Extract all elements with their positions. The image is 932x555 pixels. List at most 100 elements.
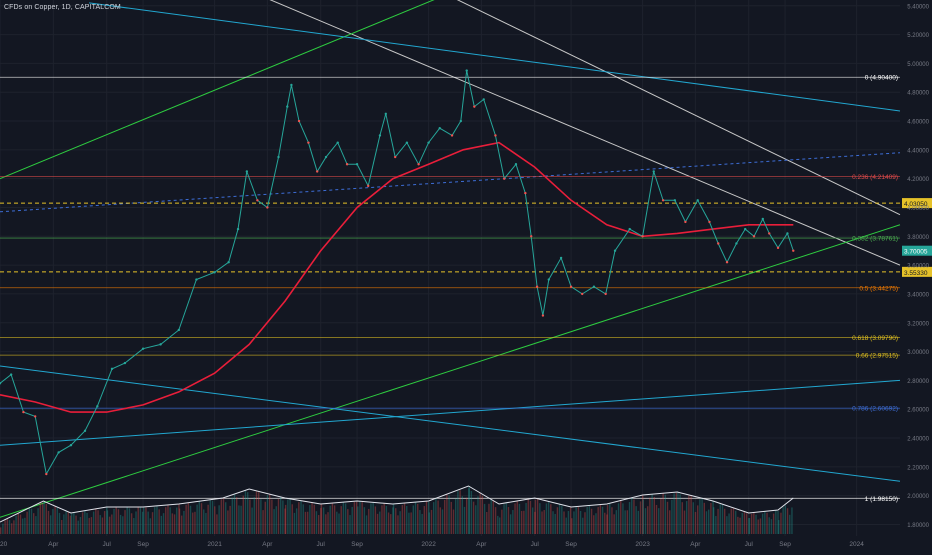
- volume-bar: [385, 505, 388, 534]
- volume-bar: [196, 504, 198, 534]
- price-tag-label: 3.55330: [904, 270, 928, 277]
- volume-bar: [789, 514, 791, 534]
- price-point: [141, 347, 145, 350]
- volume-oscillator-line: [0, 485, 794, 523]
- volume-bar: [730, 508, 732, 534]
- volume-bar: [595, 513, 597, 534]
- volume-bar: [229, 505, 231, 534]
- y-tick-label: 3.80000: [907, 235, 929, 241]
- volume-bar: [699, 499, 701, 534]
- volume-bar: [347, 509, 349, 534]
- volume-bar: [325, 514, 327, 534]
- volume-bar: [541, 511, 543, 534]
- volume-bar: [582, 517, 584, 534]
- volume-bar: [673, 493, 675, 534]
- price-point: [307, 141, 310, 144]
- price-point: [367, 184, 370, 188]
- volume-bar: [406, 505, 408, 534]
- volume-bar: [387, 512, 390, 534]
- volume-bar: [669, 510, 671, 534]
- volume-bar: [2, 523, 4, 534]
- volume-bar: [421, 513, 423, 534]
- volume-bar: [171, 513, 174, 534]
- y-tick-label: 4.40000: [907, 148, 929, 154]
- volume-bar: [75, 515, 77, 534]
- volume-bar: [481, 495, 484, 534]
- volume-bar: [401, 505, 404, 534]
- volume-bar: [721, 504, 724, 534]
- volume-bar: [158, 509, 160, 534]
- volume-bar: [39, 503, 41, 534]
- fib-level-label: 0.382 (3.78761): [852, 236, 898, 243]
- volume-bar: [95, 508, 97, 534]
- volume-bar: [490, 499, 492, 534]
- volume-bar: [666, 501, 669, 534]
- volume-bar: [710, 502, 712, 534]
- volume-bar: [124, 510, 126, 534]
- volume-bar: [302, 504, 304, 534]
- volume-bar: [227, 510, 229, 534]
- volume-bar: [162, 513, 165, 534]
- volume-bar: [26, 511, 28, 534]
- volume-bar: [194, 511, 196, 534]
- volume-bar: [293, 512, 296, 534]
- volume-bar: [683, 510, 686, 534]
- volume-bar: [183, 510, 185, 534]
- volume-bar: [662, 493, 664, 534]
- volume-bar: [437, 500, 439, 534]
- price-point: [717, 242, 720, 245]
- volume-bar: [536, 498, 539, 534]
- price-point: [324, 155, 328, 159]
- volume-bar: [15, 515, 17, 534]
- volume-bar: [79, 516, 82, 534]
- volume-bar: [86, 512, 88, 534]
- volume-bar: [90, 517, 93, 534]
- trendline: [456, 0, 901, 216]
- price-point: [581, 292, 584, 296]
- volume-bar: [637, 510, 640, 534]
- volume-bar: [597, 507, 599, 534]
- volume-bar: [173, 514, 176, 534]
- volume-bar: [49, 515, 52, 534]
- volume-bar: [211, 500, 214, 534]
- volume-bar: [56, 507, 58, 534]
- price-point: [768, 232, 771, 235]
- x-tick-label: 2020: [0, 541, 8, 548]
- volume-bar: [520, 510, 523, 534]
- volume-bar: [527, 499, 529, 534]
- volume-bar: [745, 513, 748, 534]
- price-point: [195, 278, 198, 281]
- volume-bar: [573, 511, 575, 534]
- volume-bar: [322, 507, 325, 534]
- volume-bar: [615, 510, 618, 534]
- volume-bar: [154, 507, 156, 534]
- volume-bar: [450, 501, 452, 534]
- x-tick-label: Sep: [779, 541, 791, 548]
- volume-bar: [707, 509, 710, 534]
- volume-bar: [477, 496, 479, 534]
- volume-bar: [69, 515, 72, 534]
- price-point: [661, 199, 665, 202]
- volume-bar: [298, 502, 300, 534]
- volume-bar: [19, 514, 22, 534]
- dashed-trendline: [0, 152, 901, 213]
- volume-bar: [225, 502, 227, 534]
- price-point: [494, 134, 497, 137]
- volume-bar: [97, 510, 99, 534]
- volume-bar: [761, 513, 764, 534]
- y-tick-label: 4.60000: [907, 120, 929, 126]
- trendlines: [0, 0, 901, 518]
- ma-200-line: [0, 141, 794, 413]
- volume-bar: [342, 502, 345, 534]
- volume-bar: [483, 503, 486, 534]
- volume-bar: [58, 512, 61, 534]
- volume-bar: [236, 497, 238, 534]
- volume-bar: [593, 515, 595, 534]
- fib-level-label: 0.66 (2.97515): [856, 353, 898, 360]
- volume-bar: [501, 509, 503, 534]
- volume-bar: [590, 508, 593, 534]
- volume-bar: [218, 505, 220, 534]
- volume-bar: [633, 499, 635, 534]
